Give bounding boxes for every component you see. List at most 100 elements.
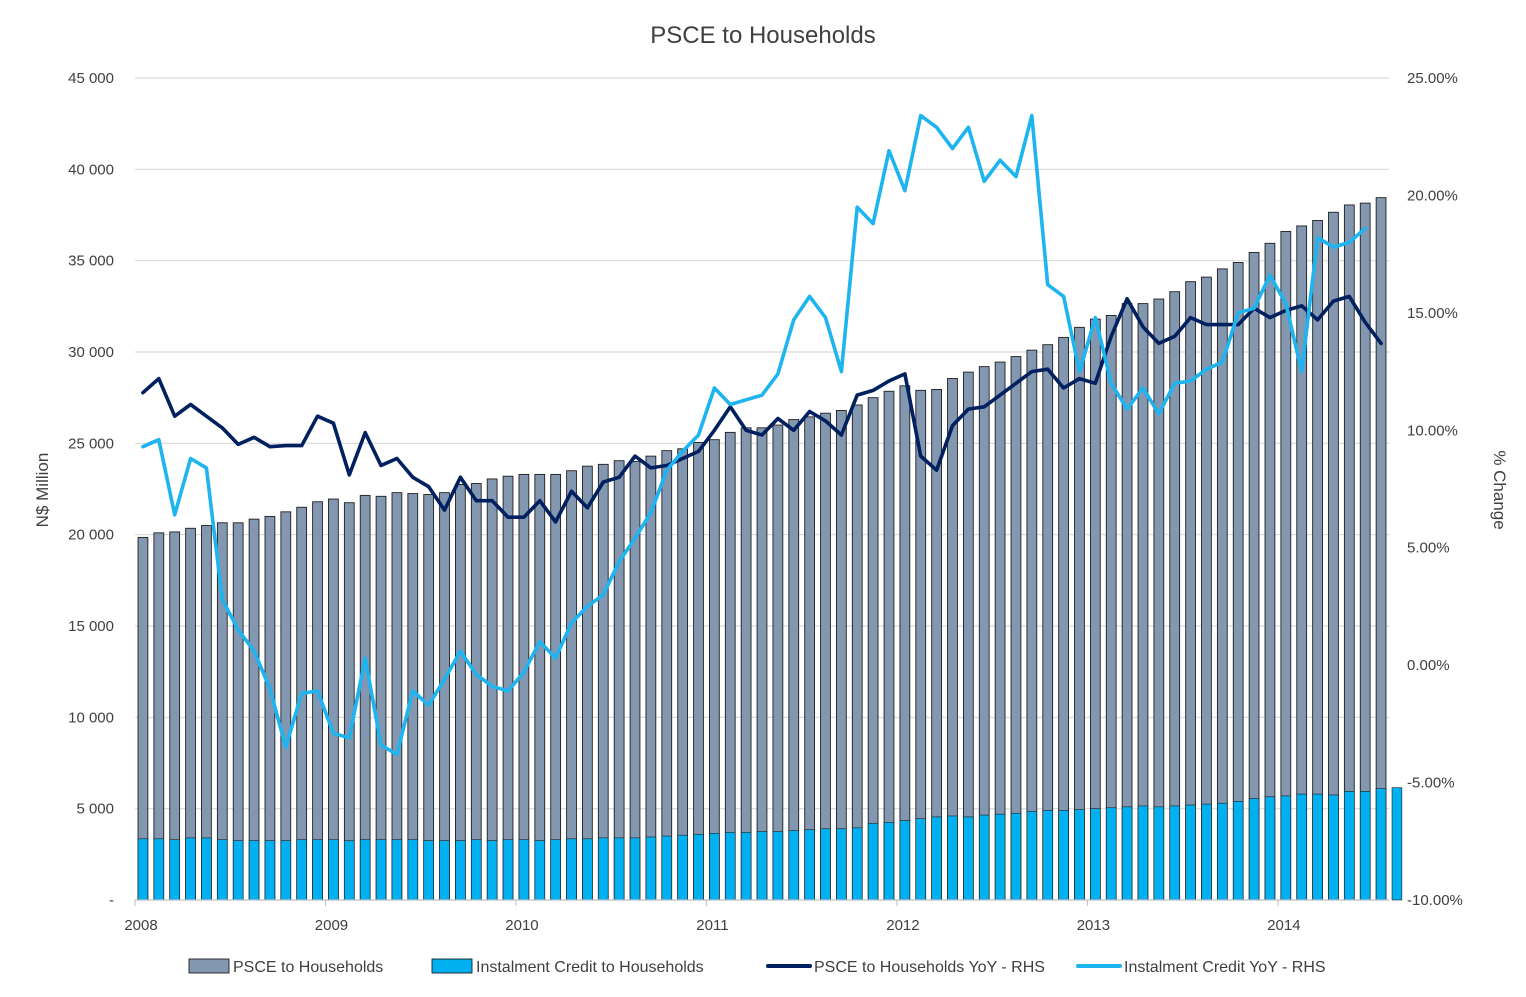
x-tick-label: 2012 <box>886 917 919 934</box>
instalment-bar <box>1137 805 1149 901</box>
instalment-bar <box>1328 794 1339 901</box>
x-axis-ticks: 2008 2009 2010 2011 2012 2013 2014 <box>124 900 1301 934</box>
psce-bar <box>820 412 831 901</box>
psce-bar <box>709 439 720 901</box>
instalment-bar <box>185 837 196 901</box>
right-tick-label: -5.00% <box>1407 775 1455 792</box>
instalment-bar <box>1296 793 1307 901</box>
instalment-bar <box>1169 805 1180 901</box>
instalment-bar <box>137 838 149 901</box>
instalment-bar <box>455 840 466 901</box>
instalment-bar <box>201 837 212 901</box>
psce-bars <box>137 197 1387 901</box>
instalment-bar <box>1121 806 1133 901</box>
instalment-bar <box>820 828 831 901</box>
instalment-bar <box>264 840 276 901</box>
psce-bar <box>693 441 704 901</box>
instalment-bar <box>867 822 879 901</box>
instalment-bar <box>852 827 863 901</box>
yoy-lines <box>141 113 1383 757</box>
instalment-bar <box>598 837 609 901</box>
instalment-bar <box>502 839 514 901</box>
psce-bar <box>439 492 450 901</box>
instalment-bar <box>296 839 307 901</box>
legend-swatch <box>431 958 473 974</box>
psce-bar <box>756 427 768 901</box>
left-tick-label: 15 000 <box>68 618 114 635</box>
right-axis-label: % Change <box>1490 450 1509 529</box>
psce-bar <box>804 416 815 901</box>
right-tick-label: 0.00% <box>1407 657 1450 674</box>
instalment-bar <box>1201 803 1212 901</box>
right-tick-label: 5.00% <box>1407 540 1450 557</box>
instalment-bar <box>1359 791 1371 901</box>
instalment-bar <box>312 839 323 901</box>
instalment-bar <box>1312 793 1323 901</box>
instalment-bar <box>1344 791 1355 901</box>
instalment-bar <box>534 840 545 901</box>
psce-bar <box>740 427 752 901</box>
psce-yoy-line <box>141 294 1383 524</box>
x-tick-label: 2008 <box>124 917 157 934</box>
psce-bar <box>359 494 371 901</box>
instalment-bar <box>486 840 498 901</box>
instalment-bar <box>423 840 434 901</box>
left-tick-label: 25 000 <box>68 435 114 452</box>
left-tick-label: 40 000 <box>68 161 114 178</box>
instalment-bar <box>1074 809 1085 901</box>
instalment-bar <box>232 840 244 901</box>
instalment-yoy-line <box>141 113 1367 757</box>
x-tick-label: 2010 <box>505 917 538 934</box>
instalment-bar <box>153 838 165 901</box>
left-tick-label: - <box>109 892 114 909</box>
instalment-bar <box>407 839 419 901</box>
instalment-bar <box>931 816 942 901</box>
instalment-bar <box>756 831 768 901</box>
left-axis-ticks: - 5 000 10 000 15 000 20 000 25 000 30 000 35 0… <box>68 70 114 909</box>
instalment-bar <box>709 833 720 901</box>
instalment-bar <box>915 818 926 901</box>
instalment-bar <box>566 838 577 901</box>
right-axis-ticks: -10.00% -5.00% 0.00% 5.00% 10.00% 15.00% 20.00… <box>1407 70 1463 909</box>
instalment-bar <box>804 829 815 901</box>
legend-label: PSCE to Households YoY - RHS <box>814 959 1045 976</box>
psce-bar <box>486 478 498 901</box>
instalment-bar <box>518 839 530 901</box>
psce-bar <box>550 473 562 901</box>
instalment-bar <box>1280 795 1292 901</box>
instalment-bar <box>439 840 450 901</box>
psce-bar <box>518 473 530 901</box>
psce-bar <box>470 483 482 901</box>
instalment-bar <box>994 813 1006 901</box>
psce-bar <box>597 463 609 901</box>
instalment-bar <box>788 830 799 901</box>
psce-bar <box>629 461 641 901</box>
x-tick-label: 2014 <box>1267 917 1300 934</box>
instalment-bar <box>661 835 672 901</box>
psce-bar <box>613 460 625 901</box>
instalment-bar <box>359 839 371 901</box>
instalment-bar <box>582 838 593 901</box>
instalment-bar <box>645 836 657 901</box>
psce-bar <box>851 404 863 901</box>
instalment-bar <box>1375 788 1387 901</box>
instalment-bar <box>328 839 339 901</box>
psce-bar <box>566 470 577 901</box>
chart-title: PSCE to Households <box>650 22 875 49</box>
left-tick-label: 10 000 <box>68 709 114 726</box>
legend: PSCE to Households Instalment Credit to H… <box>188 958 1326 976</box>
instalment-bar <box>1105 807 1117 901</box>
right-tick-label: 25.00% <box>1407 70 1458 87</box>
x-tick-label: 2011 <box>696 917 728 934</box>
left-tick-label: 45 000 <box>68 70 114 87</box>
psce-bar <box>661 450 673 901</box>
left-tick-label: 30 000 <box>68 344 114 361</box>
instalment-bar <box>1217 802 1228 901</box>
instalment-bar <box>1391 787 1403 901</box>
instalment-bar <box>550 839 561 901</box>
instalment-bar <box>629 837 641 901</box>
instalment-bar <box>217 839 228 901</box>
psce-bar <box>455 483 466 901</box>
